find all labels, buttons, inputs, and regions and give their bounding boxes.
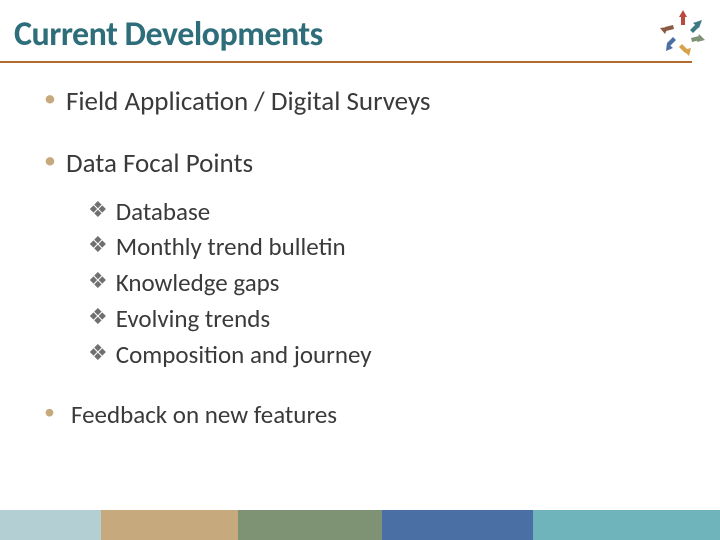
footer-segment xyxy=(101,510,238,540)
diamond-bullet-icon: ❖ xyxy=(88,195,108,225)
diamond-bullet-icon: ❖ xyxy=(88,230,108,260)
diamond-bullet-icon: ❖ xyxy=(88,302,108,332)
sub-bullet-text: Monthly trend bulletin xyxy=(116,230,346,264)
bullet-level-1: • Field Application / Digital Surveys xyxy=(44,85,690,119)
sub-bullet-list: ❖ Database ❖ Monthly trend bulletin ❖ Kn… xyxy=(44,195,690,372)
slide-title: Current Developments xyxy=(0,14,692,63)
footer-color-bar xyxy=(0,510,720,540)
bullet-level-1: • Feedback on new features xyxy=(44,399,690,430)
bullet-dot-icon: • xyxy=(44,85,56,114)
logo-circular-arrows xyxy=(656,6,710,58)
slide: Current Developments • Field Application… xyxy=(0,0,720,540)
bullet-level-2: ❖ Composition and journey xyxy=(88,338,690,372)
bullet-dot-icon: • xyxy=(44,399,55,425)
bullet-dot-icon: • xyxy=(44,147,56,176)
bullet-text: Feedback on new features xyxy=(65,399,337,430)
slide-content: • Field Application / Digital Surveys • … xyxy=(0,63,720,431)
footer-segment xyxy=(0,510,101,540)
diamond-bullet-icon: ❖ xyxy=(88,338,108,368)
sub-bullet-text: Database xyxy=(116,195,211,229)
sub-bullet-text: Composition and journey xyxy=(116,338,372,372)
bullet-level-1: • Data Focal Points xyxy=(44,147,690,181)
sub-bullet-text: Knowledge gaps xyxy=(116,266,280,300)
bullet-level-2: ❖ Knowledge gaps xyxy=(88,266,690,300)
diamond-bullet-icon: ❖ xyxy=(88,266,108,296)
sub-bullet-text: Evolving trends xyxy=(116,302,270,336)
bullet-text: Data Focal Points xyxy=(66,147,253,181)
footer-segment xyxy=(238,510,382,540)
bullet-level-2: ❖ Database xyxy=(88,195,690,229)
footer-segment xyxy=(533,510,720,540)
bullet-level-2: ❖ Monthly trend bulletin xyxy=(88,230,690,264)
bullet-text: Field Application / Digital Surveys xyxy=(66,85,431,119)
footer-segment xyxy=(382,510,533,540)
bullet-level-2: ❖ Evolving trends xyxy=(88,302,690,336)
